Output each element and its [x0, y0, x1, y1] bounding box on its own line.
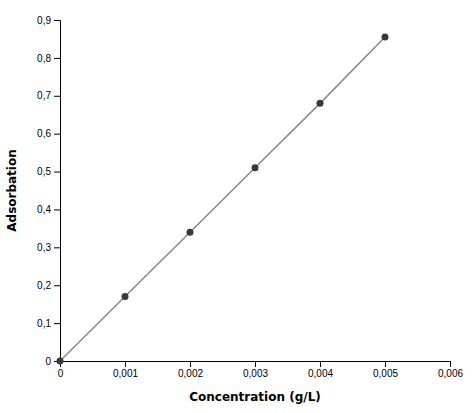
- y-tick-label: 0,5: [37, 166, 51, 177]
- x-tick-label: 0,002: [178, 368, 203, 379]
- chart: 0 0,001 0,002 0,003 0,004 0,005 0,006 0 0,1 0,2 0,…: [0, 0, 474, 413]
- y-tick-mark: [54, 209, 60, 210]
- y-tick-mark: [54, 172, 60, 173]
- y-tick-label: 0,3: [37, 242, 51, 253]
- point: [57, 358, 64, 365]
- y-tick-label: 0,4: [37, 204, 51, 215]
- point: [122, 293, 129, 300]
- y-tick: 0,4: [37, 204, 60, 215]
- x-tick: 0,002: [178, 361, 203, 379]
- y-tick: 0,3: [37, 242, 60, 253]
- x-tick: 0,004: [308, 361, 333, 379]
- x-tick-label: 0,004: [308, 368, 333, 379]
- x-tick: 0,005: [373, 361, 398, 379]
- y-tick: 0,1: [37, 318, 60, 329]
- y-axis-line: [54, 21, 61, 362]
- x-tick-label: 0,001: [113, 368, 138, 379]
- line: [60, 37, 385, 361]
- x-axis-line: [61, 362, 451, 368]
- x-tick: 0,003: [243, 361, 268, 379]
- y-axis-title: Adsorbation: [5, 149, 19, 232]
- x-tick-label: 0,003: [243, 368, 268, 379]
- x-tick-mark: [385, 361, 386, 367]
- y-tick-mark: [54, 285, 60, 286]
- y-tick-mark: [54, 96, 60, 97]
- point: [317, 100, 324, 107]
- y-tick-label: 0,2: [37, 280, 51, 291]
- x-axis: 0 0,001 0,002 0,003 0,004 0,005 0,006: [58, 361, 464, 379]
- y-tick: 0,2: [37, 280, 60, 291]
- x-tick-mark: [255, 361, 256, 367]
- y-tick-label: 0: [45, 356, 51, 367]
- point: [187, 229, 194, 236]
- x-tick-label: 0,005: [373, 368, 398, 379]
- y-tick-label: 0,6: [37, 128, 51, 139]
- y-tick-mark: [54, 58, 60, 59]
- x-tick-label: 0,006: [438, 368, 463, 379]
- x-tick-mark: [450, 361, 451, 367]
- y-axis: 0 0,1 0,2 0,3 0,4 0,5 0,6 0,7 0,8 0,9: [37, 15, 60, 367]
- y-tick: 0,8: [37, 53, 60, 64]
- y-tick-mark: [54, 323, 60, 324]
- y-tick-mark: [54, 134, 60, 135]
- point: [382, 34, 389, 41]
- y-tick-mark: [54, 247, 60, 248]
- y-tick-mark: [54, 20, 60, 21]
- marks: [57, 34, 389, 365]
- y-tick-label: 0,8: [37, 53, 51, 64]
- y-tick: 0,6: [37, 128, 60, 139]
- x-tick-mark: [190, 361, 191, 367]
- x-tick: 0,006: [438, 361, 463, 379]
- x-tick: 0,001: [113, 361, 138, 379]
- y-tick: 0,5: [37, 166, 60, 177]
- x-tick-label: 0: [58, 368, 64, 379]
- point: [252, 164, 259, 171]
- y-tick: 0,9: [37, 15, 60, 26]
- y-tick-label: 0,7: [37, 90, 51, 101]
- x-axis-title: Concentration (g/L): [189, 390, 321, 404]
- y-tick: 0,7: [37, 90, 60, 101]
- x-tick-mark: [320, 361, 321, 367]
- y-tick-label: 0,1: [37, 318, 51, 329]
- x-tick-mark: [125, 361, 126, 367]
- plot: 0 0,001 0,002 0,003 0,004 0,005 0,006 0 0,1 0,2 0,…: [37, 15, 463, 379]
- y-tick-label: 0,9: [37, 15, 51, 26]
